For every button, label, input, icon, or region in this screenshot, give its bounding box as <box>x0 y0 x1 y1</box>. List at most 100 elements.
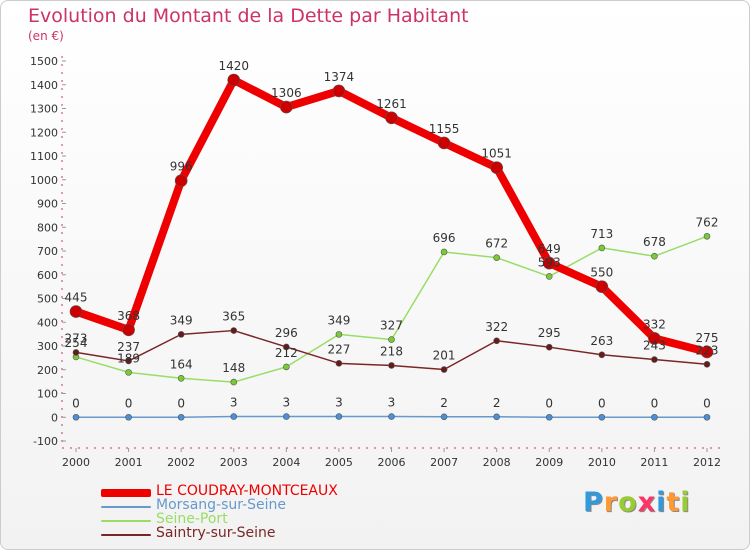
data-point-0 <box>700 345 714 359</box>
data-point-1 <box>283 413 290 420</box>
data-point-1 <box>493 413 500 421</box>
legend-label: LE COUDRAY-MONTCEAUX <box>156 483 338 499</box>
x-tick-label: 2000 <box>62 456 90 469</box>
data-point-3 <box>703 360 711 368</box>
y-tick-label: 400 <box>37 316 58 329</box>
data-label-2: 212 <box>275 346 298 360</box>
data-point-2 <box>545 273 553 280</box>
y-tick-label: 1400 <box>30 79 58 92</box>
x-tick-label: 2006 <box>378 456 406 469</box>
data-label-1: 0 <box>598 396 606 410</box>
data-label-3: 296 <box>275 326 298 340</box>
x-tick-label: 2002 <box>167 456 195 469</box>
data-label-0: 1155 <box>429 122 460 136</box>
x-tick-label: 2012 <box>693 456 721 469</box>
data-label-2: 678 <box>643 235 666 249</box>
data-label-3: 365 <box>222 310 245 324</box>
data-point-1 <box>125 413 132 421</box>
data-label-1: 0 <box>177 396 185 410</box>
data-point-2 <box>388 336 395 343</box>
data-label-1: 3 <box>230 396 238 410</box>
data-label-3: 201 <box>433 349 456 363</box>
data-label-3: 227 <box>327 342 350 356</box>
data-point-1 <box>72 413 80 421</box>
logo-letter: P <box>583 487 604 518</box>
data-point-0 <box>332 84 346 98</box>
data-point-3 <box>335 360 343 367</box>
data-label-0: 368 <box>117 309 140 323</box>
x-tick-label: 2001 <box>115 456 143 469</box>
y-tick-label: 1500 <box>30 55 58 68</box>
x-tick-label: 2011 <box>640 456 668 469</box>
y-tick-label: 0 <box>51 411 58 424</box>
data-point-2 <box>283 363 290 371</box>
data-point-3 <box>283 343 290 351</box>
chart-subtitle: (en €) <box>28 29 64 43</box>
data-label-0: 1374 <box>324 70 355 84</box>
data-point-1 <box>651 413 658 421</box>
data-point-3 <box>388 362 395 369</box>
logo-letter: t <box>666 487 681 518</box>
data-label-3: 237 <box>117 340 140 354</box>
data-label-0: 445 <box>65 291 88 305</box>
data-label-3: 349 <box>170 313 193 327</box>
data-point-1 <box>598 413 606 421</box>
data-point-1 <box>230 413 238 420</box>
data-point-0 <box>385 111 398 125</box>
data-point-0 <box>69 305 83 318</box>
x-tick-label: 2005 <box>325 456 353 469</box>
data-point-2 <box>651 252 658 260</box>
data-point-2 <box>125 369 132 376</box>
data-label-3: 263 <box>590 334 613 348</box>
data-point-0 <box>227 73 241 87</box>
legend-swatch <box>101 489 151 497</box>
data-point-0 <box>280 100 293 114</box>
data-point-0 <box>174 174 188 187</box>
data-label-0: 1261 <box>376 97 407 111</box>
data-point-0 <box>595 280 609 293</box>
legend-swatch <box>101 520 151 522</box>
x-tick-label: 2008 <box>483 456 511 469</box>
data-label-2: 349 <box>327 313 350 327</box>
data-label-2: 148 <box>222 361 245 375</box>
x-tick-label: 2010 <box>588 456 616 469</box>
data-label-0: 550 <box>590 266 613 280</box>
x-tick-label: 2007 <box>430 456 458 469</box>
x-tick-label: 2009 <box>535 456 563 469</box>
data-label-2: 593 <box>538 255 561 269</box>
data-label-1: 3 <box>283 396 291 410</box>
data-point-1 <box>388 413 395 420</box>
data-label-1: 0 <box>72 396 80 410</box>
y-tick-label: 600 <box>37 269 58 282</box>
data-point-0 <box>437 136 451 150</box>
data-point-2 <box>493 254 500 261</box>
data-label-0: 275 <box>696 331 719 345</box>
data-label-3: 295 <box>538 326 561 340</box>
data-label-2: 164 <box>170 357 193 371</box>
data-label-0: 332 <box>643 317 666 331</box>
logo-letter: r <box>603 487 619 518</box>
data-point-2 <box>177 374 185 382</box>
data-point-2 <box>440 248 448 256</box>
legend-label: Saintry-sur-Seine <box>156 525 276 541</box>
y-tick-label: -100 <box>33 435 58 448</box>
data-label-2: 762 <box>696 215 719 229</box>
legend-label: Seine-Port <box>156 511 228 527</box>
data-label-1: 0 <box>703 396 711 410</box>
logo-letter: o <box>618 487 638 518</box>
data-label-2: 672 <box>485 237 508 251</box>
y-tick-label: 200 <box>37 364 58 377</box>
data-point-2 <box>335 331 343 338</box>
data-point-0 <box>122 323 135 337</box>
data-label-1: 0 <box>125 396 133 410</box>
logo-letter: x <box>637 487 657 518</box>
x-tick-label: 2004 <box>272 456 300 469</box>
data-label-0: 1420 <box>218 59 249 73</box>
data-point-2 <box>598 244 606 252</box>
data-point-3 <box>177 331 185 338</box>
data-label-1: 2 <box>440 396 448 410</box>
data-label-0: 996 <box>170 160 193 174</box>
y-tick-label: 1100 <box>30 150 58 163</box>
